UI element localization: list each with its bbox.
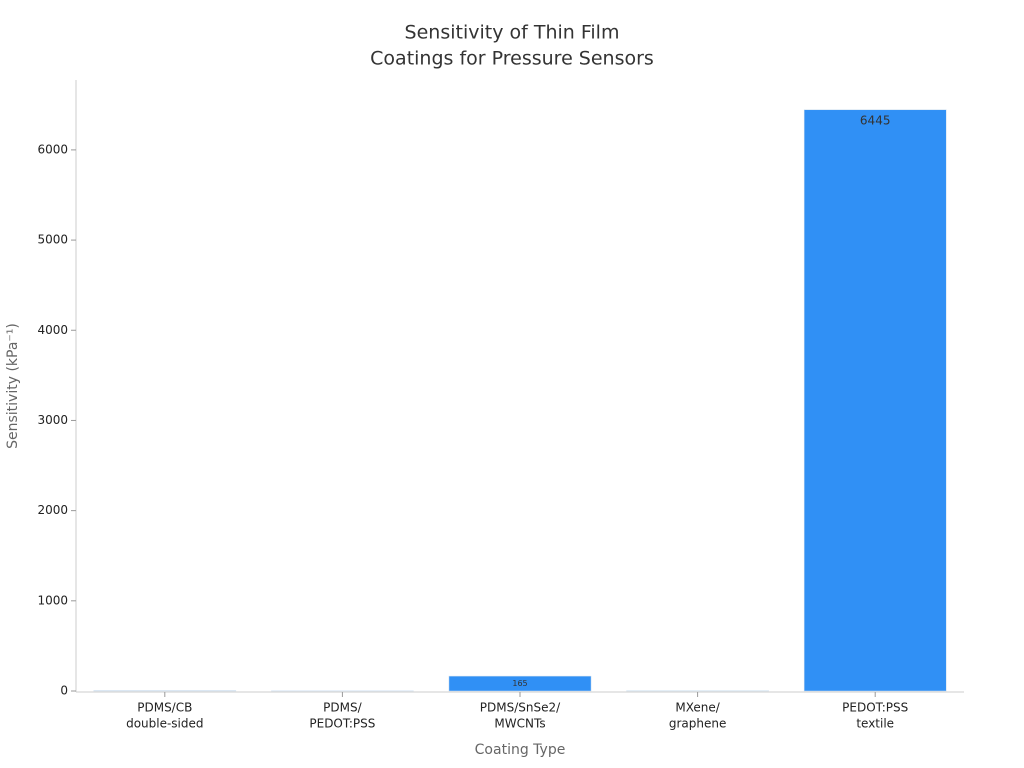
y-tick-label: 0 (60, 684, 68, 698)
bar (803, 109, 947, 692)
chart-title: Sensitivity of Thin Film (405, 22, 620, 44)
x-tick-label: textile (856, 717, 894, 731)
y-tick-label: 2000 (37, 503, 68, 517)
x-tick-label: MXene/ (675, 701, 720, 715)
y-tick-label: 3000 (37, 413, 68, 427)
x-tick-label: graphene (669, 717, 727, 731)
x-tick-label: PEDOT:PSS (842, 701, 908, 715)
x-tick-label: PDMS/ (323, 701, 362, 715)
x-tick-label: MWCNTs (494, 717, 545, 731)
x-tick-label: double-sided (126, 717, 203, 731)
y-axis-label: Sensitivity (kPa⁻¹) (5, 323, 21, 449)
y-tick-label: 6000 (37, 142, 68, 156)
y-tick-label: 1000 (37, 593, 68, 607)
y-tick-label: 4000 (37, 323, 68, 337)
x-tick-label: PDMS/SnSe2/ (480, 701, 561, 715)
bar (448, 675, 592, 692)
chart-title: Coatings for Pressure Sensors (370, 48, 654, 70)
y-tick-label: 5000 (37, 233, 68, 247)
x-tick-label: PDMS/CB (137, 701, 192, 715)
x-axis-label: Coating Type (475, 742, 566, 758)
data-label: 165 (512, 679, 527, 688)
data-label: 6445 (860, 113, 891, 127)
x-tick-label: PEDOT:PSS (309, 717, 375, 731)
